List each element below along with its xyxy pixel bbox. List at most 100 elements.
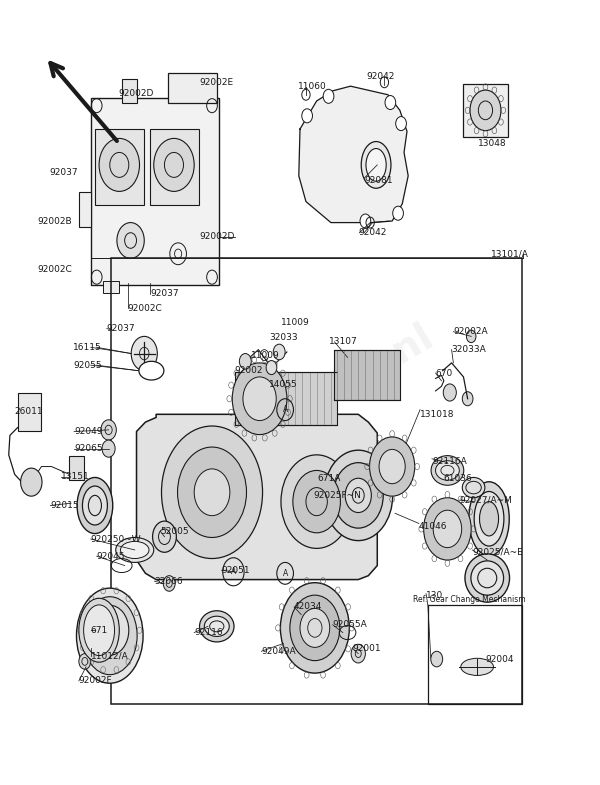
Text: 92025F~N: 92025F~N — [313, 491, 361, 500]
Ellipse shape — [77, 477, 113, 534]
Circle shape — [20, 468, 42, 496]
Ellipse shape — [204, 616, 229, 637]
Ellipse shape — [79, 598, 119, 663]
Text: 11060: 11060 — [298, 82, 327, 91]
Text: 32033A: 32033A — [452, 345, 487, 354]
Circle shape — [194, 469, 230, 516]
Text: 11012/A: 11012/A — [91, 652, 128, 660]
Text: 670: 670 — [436, 368, 453, 378]
Circle shape — [102, 440, 115, 457]
Circle shape — [280, 582, 349, 673]
Bar — [95, 129, 143, 206]
Polygon shape — [299, 86, 408, 223]
Ellipse shape — [431, 455, 464, 485]
Text: 92002D: 92002D — [119, 89, 154, 98]
Text: 92042: 92042 — [367, 72, 395, 82]
Bar — [111, 258, 523, 704]
Bar — [235, 372, 337, 425]
Ellipse shape — [479, 502, 499, 536]
Circle shape — [433, 510, 461, 548]
Text: 92037: 92037 — [150, 289, 179, 298]
Text: 92001: 92001 — [352, 644, 381, 652]
Circle shape — [266, 360, 277, 374]
Circle shape — [232, 363, 287, 435]
Bar — [103, 281, 119, 293]
Bar — [168, 73, 217, 103]
Text: 92002E: 92002E — [199, 78, 233, 87]
Ellipse shape — [462, 477, 485, 498]
Text: 32066: 32066 — [154, 577, 183, 586]
Bar — [17, 392, 41, 432]
Text: 32033: 32033 — [269, 334, 298, 342]
Circle shape — [290, 595, 340, 661]
Circle shape — [161, 426, 263, 558]
Ellipse shape — [82, 486, 107, 525]
Text: A: A — [283, 569, 288, 578]
Text: A: A — [283, 405, 288, 414]
Ellipse shape — [471, 560, 503, 595]
Bar — [70, 456, 83, 480]
Text: 14055: 14055 — [269, 380, 298, 389]
Circle shape — [333, 462, 383, 528]
Text: 92002A: 92002A — [454, 327, 488, 336]
Circle shape — [131, 337, 157, 371]
Circle shape — [351, 644, 365, 663]
Circle shape — [466, 330, 476, 342]
Ellipse shape — [83, 605, 115, 655]
Text: 130: 130 — [426, 590, 443, 600]
Text: 92015: 92015 — [50, 501, 79, 510]
Text: 13101/A: 13101/A — [491, 250, 529, 258]
Ellipse shape — [366, 148, 386, 181]
Text: 92116A: 92116A — [432, 457, 467, 466]
Ellipse shape — [461, 659, 493, 675]
Text: 920250~W: 920250~W — [91, 535, 142, 543]
Bar — [334, 350, 400, 400]
Ellipse shape — [465, 554, 509, 602]
Text: 92027/A~M: 92027/A~M — [460, 495, 512, 505]
Text: 92002C: 92002C — [37, 265, 72, 274]
Ellipse shape — [436, 461, 460, 480]
Text: Partsopolis.nl: Partsopolis.nl — [160, 316, 440, 500]
Text: A: A — [231, 568, 236, 576]
Text: 92051: 92051 — [221, 566, 250, 575]
Circle shape — [243, 377, 276, 421]
Bar — [428, 604, 522, 704]
Bar — [463, 84, 508, 137]
Text: 92049A: 92049A — [262, 647, 296, 655]
Text: 13048: 13048 — [478, 139, 507, 148]
Text: 671A: 671A — [318, 473, 341, 483]
Ellipse shape — [474, 491, 504, 546]
Circle shape — [360, 214, 371, 228]
Text: 92116: 92116 — [194, 628, 223, 637]
Text: 671: 671 — [91, 626, 108, 635]
Circle shape — [101, 420, 116, 440]
Text: 92002C: 92002C — [128, 304, 163, 312]
Ellipse shape — [76, 588, 143, 683]
Polygon shape — [137, 414, 377, 579]
Circle shape — [385, 96, 396, 110]
Text: 92004: 92004 — [485, 655, 514, 663]
Text: 92002: 92002 — [235, 366, 263, 375]
Text: 92045: 92045 — [97, 552, 125, 560]
Circle shape — [152, 521, 176, 553]
Bar — [79, 192, 91, 228]
Text: 42034: 42034 — [294, 602, 322, 612]
Circle shape — [443, 384, 457, 401]
Circle shape — [462, 392, 473, 406]
Text: 11009: 11009 — [281, 318, 310, 327]
Circle shape — [345, 478, 371, 513]
Circle shape — [178, 447, 247, 538]
Circle shape — [99, 138, 139, 192]
Bar — [91, 98, 218, 285]
Text: Ref. Gear Change Mechanism: Ref. Gear Change Mechanism — [413, 594, 526, 604]
Circle shape — [79, 654, 91, 669]
Circle shape — [91, 605, 129, 655]
Text: 92002D: 92002D — [199, 232, 235, 241]
Text: 92081: 92081 — [364, 176, 393, 185]
Circle shape — [302, 109, 313, 122]
Circle shape — [324, 450, 393, 541]
Ellipse shape — [469, 482, 509, 556]
Ellipse shape — [116, 538, 154, 562]
Text: 92055A: 92055A — [332, 620, 367, 630]
Circle shape — [470, 90, 501, 130]
